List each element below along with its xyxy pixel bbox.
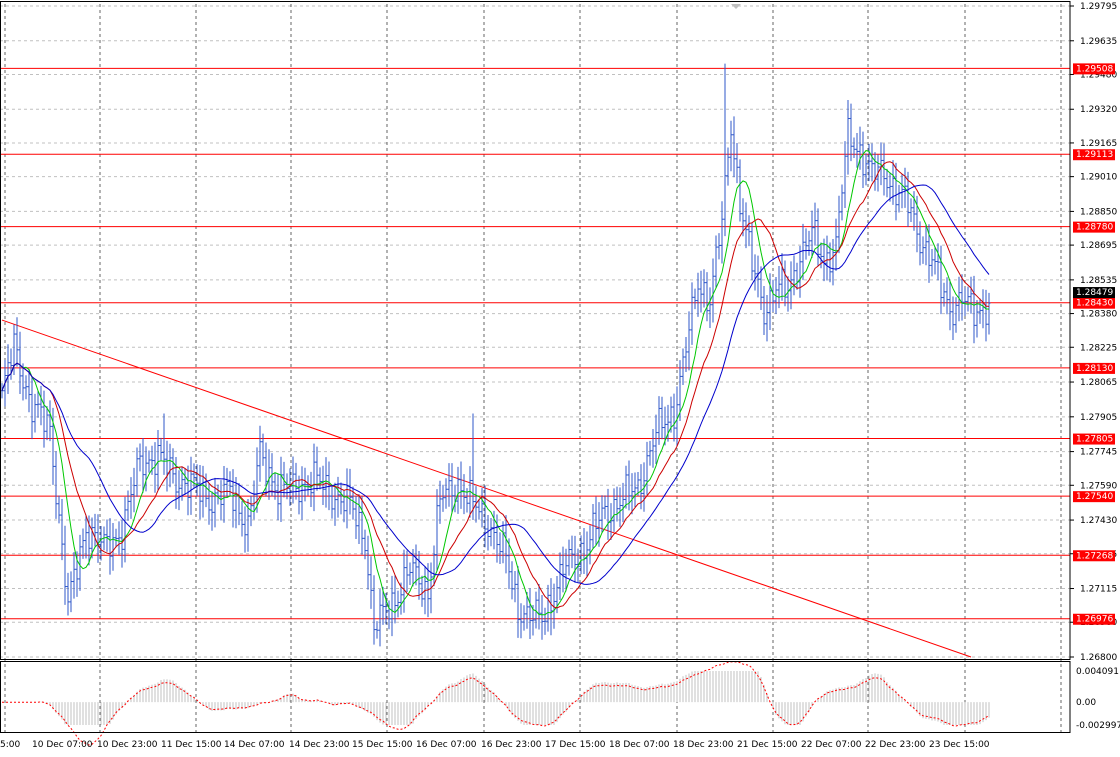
price-axis: 1.29795 1.29635 1.29480 1.29320 1.29165 1.290… [1070, 2, 1120, 731]
moving-average-line [1, 150, 990, 616]
level-tag [1073, 433, 1115, 445]
price-tick-label: 1.28065 [1080, 378, 1117, 388]
level-tag [1073, 63, 1115, 75]
price-tick-label: 1.28380 [1080, 310, 1117, 320]
price-tick-label: 1.27590 [1080, 481, 1117, 491]
time-tick-label: 22 Dec 07:00 [801, 740, 862, 750]
price-bars [0, 63, 991, 647]
oscillator-panel [2, 661, 990, 746]
oscillator-signal-line [2, 661, 990, 746]
time-tick-label: 23 Dec 15:00 [929, 740, 990, 750]
oscillator-tick-label: -0.002997 [1076, 721, 1120, 731]
time-tick-label: 16 Dec 07:00 [416, 740, 477, 750]
level-tag [1073, 149, 1115, 161]
level-tag-label: 1.29113 [1076, 150, 1113, 160]
time-tick-label: 18 Dec 23:00 [673, 740, 734, 750]
moving-average-line [1, 184, 990, 585]
shift-marker-icon [731, 4, 741, 9]
level-tag-label: 1.28130 [1076, 364, 1113, 374]
price-tick-label: 1.28225 [1080, 343, 1117, 353]
time-axis: 5:00 10 Dec 07:00 10 Dec 23:00 11 Dec 15:00… [0, 740, 990, 750]
price-tick-label: 1.27905 [1080, 413, 1117, 423]
level-tag-label: 1.27540 [1076, 492, 1113, 502]
time-tick-label: 11 Dec 15:00 [161, 740, 222, 750]
oscillator-tick-label: 0.00 [1076, 698, 1096, 708]
level-tag [1073, 491, 1115, 503]
price-tick-label: 1.28695 [1080, 241, 1117, 251]
price-tick-label: 1.27115 [1080, 585, 1117, 595]
time-tick-label: 17 Dec 15:00 [545, 740, 606, 750]
price-tick-label: 1.29320 [1080, 105, 1117, 115]
level-tag [1073, 613, 1115, 625]
level-tag-label: 1.27268 [1076, 551, 1113, 561]
price-tick-label: 1.28535 [1080, 276, 1117, 286]
time-tick-label: 5:00 [0, 740, 20, 750]
time-tick-label: 14 Dec 07:00 [224, 740, 285, 750]
chart-grid [0, 4, 1070, 733]
level-tag-label: 1.26976 [1076, 615, 1113, 625]
main-panel-border [0, 1, 1071, 660]
current-price-tag [1073, 287, 1115, 299]
time-tick-label: 18 Dec 07:00 [609, 740, 670, 750]
price-tick-label: 1.26800 [1080, 653, 1117, 663]
time-tick-label: 16 Dec 23:00 [481, 740, 542, 750]
level-tag-label: 1.28430 [1076, 299, 1113, 309]
price-tick-label: 1.29010 [1080, 173, 1117, 183]
trendline [1, 319, 972, 658]
time-tick-label: 22 Dec 23:00 [865, 740, 926, 750]
oscillator-tick-label: 0.004091 [1076, 667, 1119, 677]
level-tag-label: 1.29508 [1076, 64, 1113, 74]
level-tag [1073, 221, 1115, 233]
moving-averages [1, 150, 990, 616]
horizontal-levels [0, 67, 1070, 620]
time-tick-label: 14 Dec 23:00 [289, 740, 350, 750]
level-tag [1073, 297, 1115, 309]
level-tag [1073, 362, 1115, 374]
time-tick-label: 10 Dec 07:00 [32, 740, 93, 750]
level-tag-label: 1.28780 [1076, 223, 1113, 233]
price-tick-label: 1.28850 [1080, 207, 1117, 217]
price-tick-label: 1.27430 [1080, 516, 1117, 526]
price-tick-label: 1.29635 [1080, 37, 1117, 47]
price-tick-label: 1.29795 [1080, 2, 1117, 12]
time-tick-label: 15 Dec 15:00 [352, 740, 413, 750]
time-tick-label: 21 Dec 15:00 [737, 740, 798, 750]
chart-frame [0, 1, 1071, 733]
price-tick-label: 1.29165 [1080, 139, 1117, 149]
price-tick-label: 1.27745 [1080, 448, 1117, 458]
level-tag-label: 1.27805 [1076, 435, 1113, 445]
current-price-label: 1.28479 [1076, 288, 1113, 298]
level-tag [1073, 550, 1115, 562]
moving-average-line [1, 161, 990, 609]
time-tick-label: 10 Dec 23:00 [97, 740, 158, 750]
oscillator-panel-border [0, 661, 1071, 733]
price-tick-label: 1.29480 [1080, 70, 1117, 80]
trendline-line [1, 319, 972, 658]
